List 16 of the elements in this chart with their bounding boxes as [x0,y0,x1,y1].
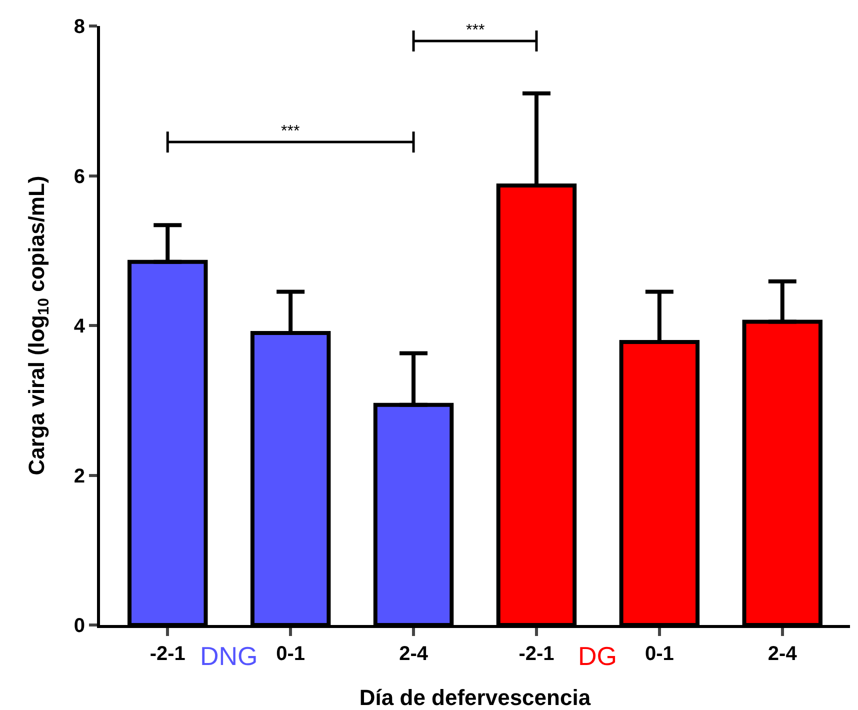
y-tick-label: 2 [74,465,85,488]
x-tick-label: -2-1 [518,643,554,665]
series-label: DG [578,641,617,671]
x-tick-label: 2-4 [399,643,429,665]
y-tick-label: 0 [74,615,85,637]
y-tick-label: 8 [74,16,85,38]
annotation: *** [466,22,485,39]
series-label: DNG [200,641,258,671]
y-tick-label: 4 [74,316,86,338]
x-tick-label: 0-1 [276,643,306,665]
y-tick-label: 6 [74,166,85,188]
x-tick-label: -2-1 [150,643,186,665]
x-tick-label: 2-4 [768,643,798,665]
annotation: *** [281,123,300,140]
x-tick-label: 0-1 [644,643,674,665]
x-axis-title: Día de defervescencia [359,685,592,710]
